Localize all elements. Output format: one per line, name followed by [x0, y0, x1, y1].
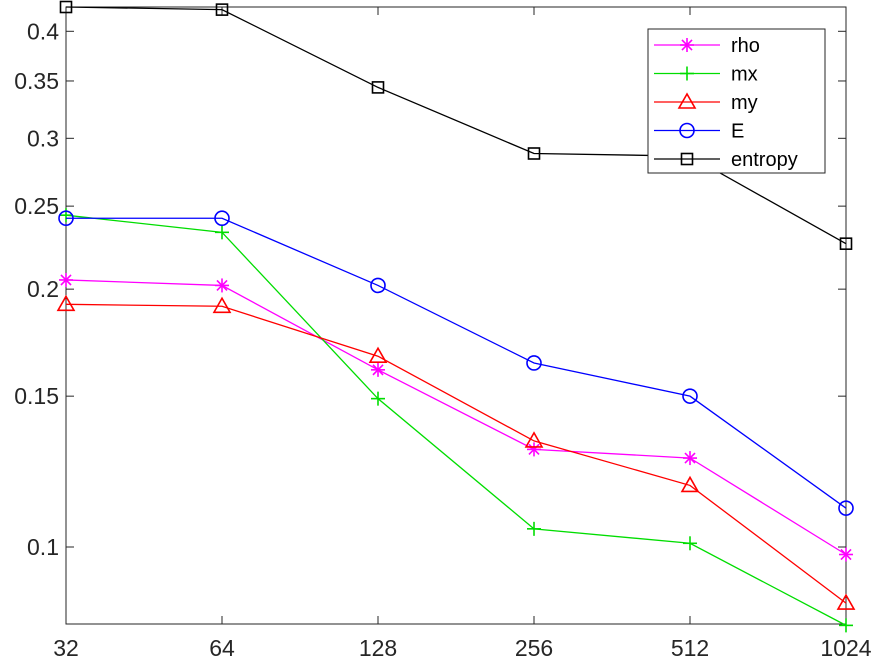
data-point-rho: [59, 272, 73, 287]
series-mx: [59, 208, 853, 633]
x-tick-label: 1024: [820, 635, 871, 659]
legend-item-entropy: entropy: [654, 149, 798, 171]
data-point-my: [524, 431, 544, 448]
data-point-rho: [215, 278, 229, 293]
data-point-mx: [683, 536, 697, 551]
data-point-my: [56, 294, 76, 312]
data-point-mx: [839, 618, 853, 633]
data-point-E: [838, 500, 854, 516]
data-point-mx: [527, 521, 541, 536]
series-layer: [56, 0, 856, 633]
data-point-mx: [215, 225, 229, 240]
legend-marker: [680, 152, 694, 166]
series-rho: [59, 272, 853, 562]
series-my: [56, 294, 856, 610]
legend-item-my: my: [654, 92, 758, 114]
data-point-my: [368, 346, 388, 364]
data-point-rho: [371, 362, 385, 377]
y-tick-label: 0.4: [27, 18, 59, 44]
series-line-rho: [65, 279, 847, 556]
y-tick-label: 0.2: [27, 276, 59, 302]
x-tick-label: 512: [671, 635, 709, 659]
x-axis: 32 64 128 256 512 1024: [53, 7, 872, 659]
data-point-rho: [527, 442, 541, 457]
data-point-E: [58, 210, 74, 227]
legend-marker: [680, 38, 694, 52]
data-point-entropy: [839, 237, 853, 250]
legend-marker: [679, 122, 695, 139]
legend-marker: [677, 92, 697, 109]
data-point-entropy: [371, 81, 385, 94]
data-point-E: [370, 277, 386, 294]
x-tick-label: 64: [209, 635, 235, 659]
data-point-rho: [683, 451, 697, 466]
y-tick-label: 0.25: [14, 193, 59, 219]
legend-label: my: [731, 92, 758, 114]
data-point-entropy: [527, 147, 541, 160]
legend-label: rho: [731, 35, 760, 57]
data-point-entropy: [59, 0, 73, 14]
legend-box: [647, 28, 826, 174]
series-E: [58, 210, 854, 516]
data-point-mx: [371, 391, 385, 406]
data-point-my: [836, 593, 856, 610]
legend-marker: [680, 66, 694, 81]
data-point-entropy: [215, 3, 229, 16]
legend-label: entropy: [731, 149, 798, 171]
data-point-E: [682, 388, 698, 404]
data-point-my: [212, 296, 232, 314]
legend-label: mx: [731, 64, 758, 86]
legend-item-E: E: [654, 121, 744, 143]
x-tick-label: 256: [515, 635, 553, 659]
data-point-my: [680, 475, 700, 493]
x-tick-label: 32: [53, 635, 79, 659]
series-line-my: [65, 303, 847, 604]
y-tick-label: 0.35: [14, 68, 59, 94]
x-tick-label: 128: [359, 635, 397, 659]
y-tick-label: 0.15: [14, 383, 59, 409]
data-point-E: [526, 355, 542, 371]
data-point-rho: [839, 547, 853, 562]
legend-item-mx: mx: [654, 64, 758, 86]
legend-label: E: [731, 121, 744, 143]
data-point-E: [214, 210, 230, 227]
legend-item-rho: rho: [654, 35, 760, 57]
y-tick-label: 0.3: [27, 125, 59, 151]
y-tick-label: 0.1: [27, 534, 59, 560]
y-axis: 0.1 0.15 0.2 0.25 0.3 0.35 0.4: [14, 18, 846, 560]
series-line-mx: [65, 214, 847, 626]
series-line-E: [66, 217, 847, 509]
